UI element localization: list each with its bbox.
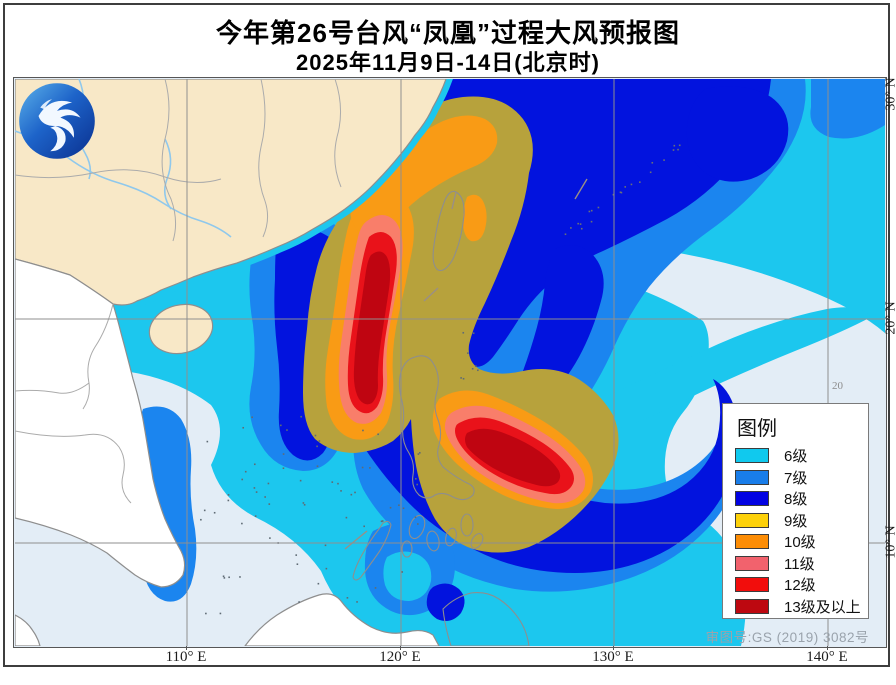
- depth-dashes: [344, 178, 588, 550]
- legend-swatch: [735, 555, 769, 571]
- longitude-tick: [400, 646, 401, 650]
- legend-item-label: 6级: [784, 448, 808, 466]
- legend-swatch: [735, 448, 769, 464]
- legend-item-label: 11级: [784, 555, 815, 573]
- longitude-label: 140° E: [806, 649, 848, 665]
- forecast-map: 图例 6级 7级 8级 9级 10级 11级 12级 13级及以上 审图号:GS (2019)…: [13, 77, 887, 648]
- legend-title: 图例: [737, 418, 777, 440]
- china-landmass: [15, 79, 453, 360]
- latitude-tick: [886, 94, 890, 95]
- legend-item: 9级: [735, 510, 868, 532]
- map-approval-number: 审图号:GS (2019) 3082号: [705, 630, 869, 645]
- legend-item-label: 10级: [784, 534, 816, 552]
- legend-item-label: 7级: [784, 469, 808, 487]
- inline-grid-label: 20: [832, 380, 843, 392]
- legend-item: 13级及以上: [735, 596, 868, 618]
- longitude-tick: [827, 646, 828, 650]
- longitude-label: 110° E: [165, 649, 207, 665]
- legend-item: 8级: [735, 488, 868, 510]
- legend-item-label: 8级: [784, 491, 808, 509]
- longitude-tick: [613, 646, 614, 650]
- legend-item-label: 13级及以上: [784, 598, 861, 616]
- legend-item-label: 9级: [784, 512, 808, 530]
- island-outlines: [352, 190, 530, 646]
- foreign-borders: [15, 303, 132, 504]
- map-canvas: [15, 79, 885, 646]
- longitude-label: 120° E: [379, 649, 421, 665]
- legend-item: 7级: [735, 467, 868, 489]
- legend-swatch: [735, 491, 769, 507]
- legend-swatch: [735, 534, 769, 550]
- foreign-landmass: [15, 258, 440, 646]
- luzon-outline: [398, 355, 475, 501]
- latitude-tick: [886, 542, 890, 543]
- wind-level-13-region: [353, 251, 561, 487]
- cma-logo: [19, 83, 95, 159]
- legend-swatch: [735, 469, 769, 485]
- palawan-outline: [352, 520, 392, 581]
- legend-item: 6级: [735, 445, 868, 467]
- taiwan-outline: [432, 190, 465, 272]
- longitude-label: 130° E: [592, 649, 634, 665]
- page-subtitle: 2025年11月9日-14日(北京时): [296, 50, 600, 75]
- page-title: 今年第26号台风“凤凰”过程大风预报图: [216, 18, 680, 48]
- legend-swatch: [735, 598, 769, 614]
- legend-swatch: [735, 577, 769, 593]
- reef-dots: [200, 144, 681, 615]
- legend-rows: 6级 7级 8级 9级 10级 11级 12级 13级及以上: [735, 445, 868, 617]
- wind-level-6-channel: [575, 307, 871, 431]
- legend: 图例 6级 7级 8级 9级 10级 11级 12级 13级及以上: [722, 403, 869, 619]
- legend-item: 12级: [735, 574, 868, 596]
- longitude-tick: [186, 646, 187, 650]
- latitude-tick: [886, 318, 890, 319]
- legend-item: 10级: [735, 531, 868, 553]
- mindanao-outline: [442, 592, 530, 646]
- province-borders: [15, 79, 342, 242]
- legend-item-label: 12级: [784, 577, 816, 595]
- legend-swatch: [735, 512, 769, 528]
- legend-item: 11级: [735, 553, 868, 575]
- philippine-interior-patches: [364, 521, 465, 621]
